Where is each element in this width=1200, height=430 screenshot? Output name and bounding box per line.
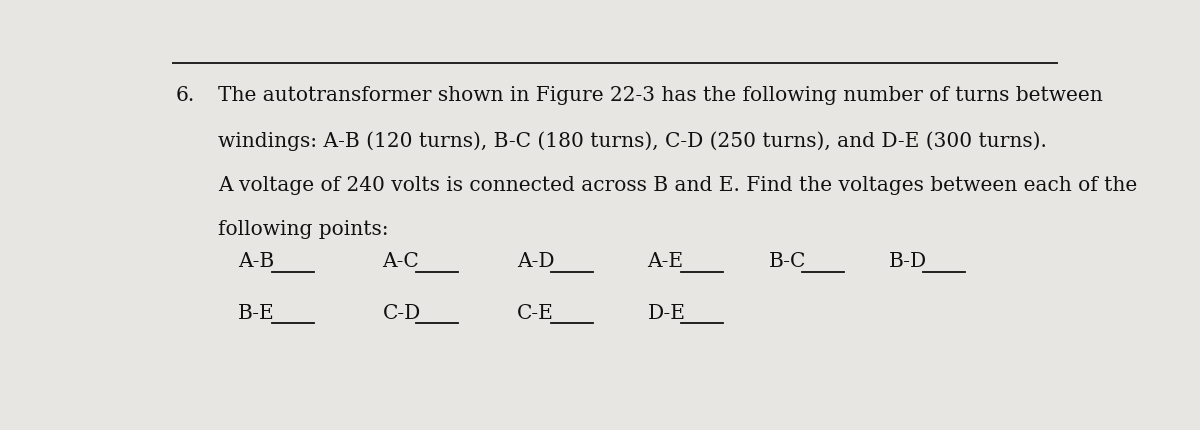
Text: D-E: D-E [648, 304, 685, 322]
Text: A voltage of 240 volts is connected across B and E. Find the voltages between ea: A voltage of 240 volts is connected acro… [218, 176, 1138, 195]
Text: C-E: C-E [517, 304, 554, 322]
Text: B-E: B-E [239, 304, 275, 322]
Text: following points:: following points: [218, 221, 389, 240]
Text: A-D: A-D [517, 252, 554, 271]
Text: A-E: A-E [648, 252, 684, 271]
Text: C-D: C-D [383, 304, 421, 322]
Text: A-B: A-B [239, 252, 275, 271]
Text: The autotransformer shown in Figure 22-3 has the following number of turns betwe: The autotransformer shown in Figure 22-3… [218, 86, 1103, 105]
Text: B-C: B-C [768, 252, 806, 271]
Text: A-C: A-C [383, 252, 419, 271]
Text: B-D: B-D [889, 252, 928, 271]
Text: windings: A-B (120 turns), B-C (180 turns), C-D (250 turns), and D-E (300 turns): windings: A-B (120 turns), B-C (180 turn… [218, 131, 1046, 151]
Text: 6.: 6. [176, 86, 196, 105]
